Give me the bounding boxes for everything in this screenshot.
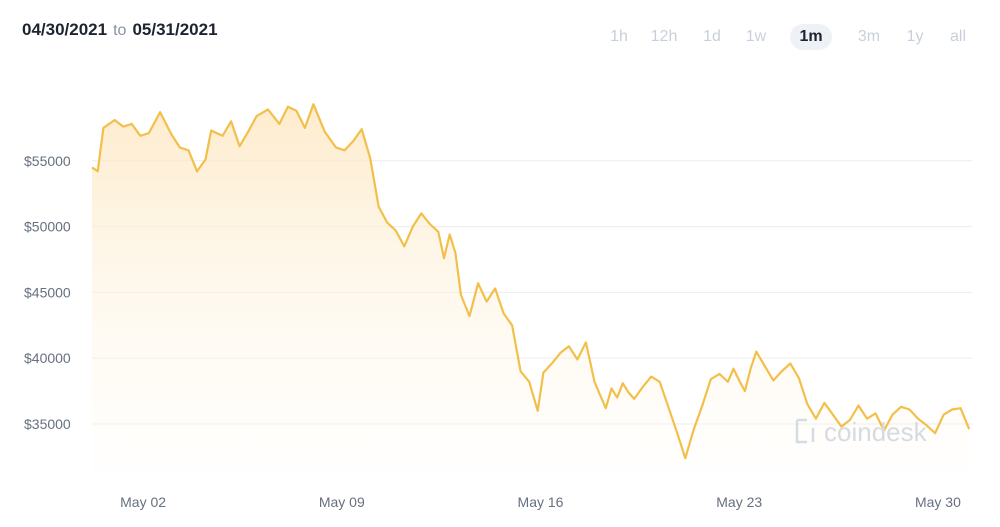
x-axis: May 02 May 09 May 16 May 23 May 30 xyxy=(120,494,961,510)
coindesk-logo-icon xyxy=(795,418,815,444)
y-tick-label: $50000 xyxy=(24,219,71,235)
y-tick-label: $40000 xyxy=(24,350,71,366)
y-tick-label: $35000 xyxy=(24,416,71,432)
x-tick-label: May 02 xyxy=(120,494,166,510)
start-date[interactable]: 04/30/2021 xyxy=(22,20,108,39)
x-tick-label: May 16 xyxy=(518,494,564,510)
end-date[interactable]: 05/31/2021 xyxy=(132,20,218,39)
tab-3m[interactable]: 3m xyxy=(857,28,881,45)
to-label: to xyxy=(113,22,127,39)
tab-1w[interactable]: 1w xyxy=(745,28,767,45)
coindesk-watermark: coindesk xyxy=(795,417,928,447)
tab-1d[interactable]: 1d xyxy=(703,28,721,45)
x-tick-label: May 30 xyxy=(915,494,961,510)
date-range: 04/30/2021 to 05/31/2021 xyxy=(22,20,218,40)
y-axis: $35000 $40000 $45000 $50000 $55000 xyxy=(24,153,71,432)
timeframe-tabs: 1h 12h 1d 1w 1m 3m 1y all xyxy=(600,24,980,52)
tab-1h[interactable]: 1h xyxy=(610,28,628,45)
tab-1y[interactable]: 1y xyxy=(906,28,924,45)
watermark-text: coindesk xyxy=(824,417,928,447)
y-tick-label: $45000 xyxy=(24,284,71,300)
price-line[interactable] xyxy=(91,103,971,460)
tab-12h[interactable]: 12h xyxy=(650,28,678,45)
x-tick-label: May 23 xyxy=(716,494,762,510)
tab-all[interactable]: all xyxy=(949,28,966,45)
tab-1m[interactable]: 1m xyxy=(790,24,832,50)
x-tick-label: May 09 xyxy=(319,494,365,510)
y-tick-label: $55000 xyxy=(24,153,71,169)
price-area-fill xyxy=(92,104,970,470)
